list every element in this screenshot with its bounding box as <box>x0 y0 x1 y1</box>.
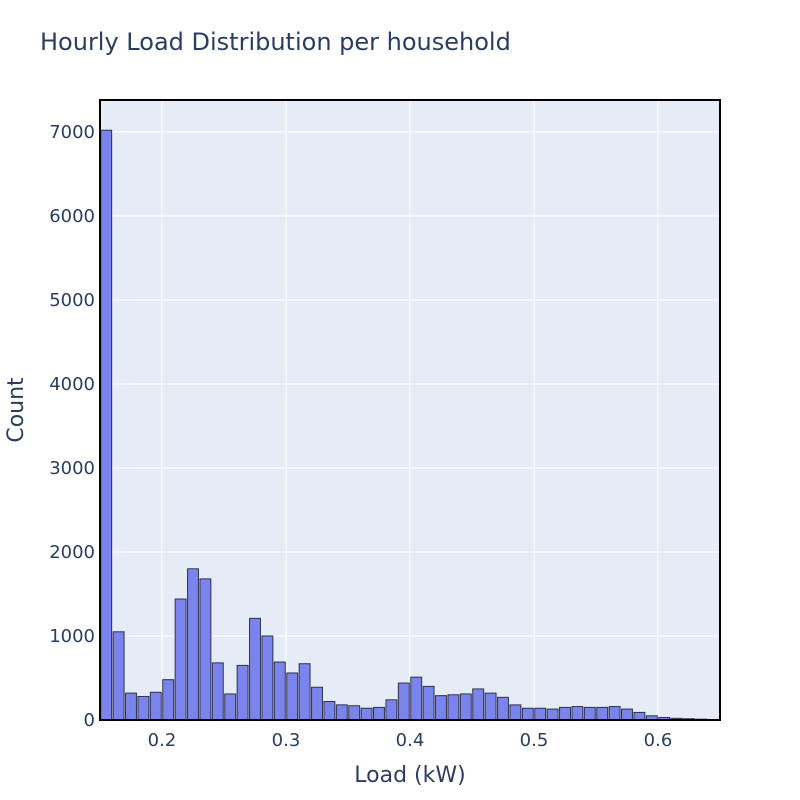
x-tick-label: 0.6 <box>644 730 673 751</box>
histogram-bar <box>459 693 472 721</box>
histogram-bar <box>410 676 423 721</box>
histogram-bar <box>335 704 348 721</box>
y-axis-ticks: 0 1000 2000 3000 4000 5000 6000 7000 <box>49 122 95 731</box>
histogram-bar <box>596 706 609 721</box>
histogram-bar <box>100 129 113 721</box>
histogram-bar <box>447 694 460 721</box>
histogram-bar <box>224 693 237 721</box>
histogram-bar <box>298 663 311 721</box>
histogram-bars <box>100 129 720 721</box>
histogram-bar <box>435 695 447 721</box>
y-tick-label: 7000 <box>49 122 95 143</box>
x-axis-title: Load (kW) <box>354 763 465 788</box>
y-tick-label: 6000 <box>49 206 95 227</box>
histogram-bar <box>583 706 596 721</box>
y-axis-title: Count <box>4 377 29 443</box>
plot-frame <box>99 99 721 721</box>
histogram-bar <box>174 598 187 721</box>
histogram-bar <box>162 679 175 721</box>
y-tick-label: 2000 <box>49 542 95 563</box>
histogram-bar <box>397 682 410 721</box>
histogram-bar <box>261 635 274 721</box>
histogram-bar <box>348 705 361 721</box>
histogram-bar <box>199 578 212 721</box>
histogram-bar <box>273 661 286 721</box>
y-tick-label: 5000 <box>49 290 95 311</box>
histogram-bar <box>422 685 435 721</box>
histogram-bar <box>559 706 571 721</box>
histogram-bar <box>149 691 162 721</box>
histogram-bar <box>608 706 621 721</box>
histogram-bar <box>236 664 249 721</box>
histogram-bar <box>249 617 261 721</box>
histogram-bar <box>484 692 497 721</box>
x-tick-label: 0.5 <box>520 730 549 751</box>
histogram-bar <box>360 707 373 721</box>
histogram-bar <box>112 631 125 721</box>
histogram-bar <box>633 711 646 721</box>
histogram-bar <box>125 692 137 721</box>
y-tick-label: 4000 <box>49 374 95 395</box>
y-tick-label: 0 <box>84 710 95 731</box>
histogram-bar <box>385 699 398 721</box>
histogram-bar <box>546 708 559 721</box>
histogram-bar <box>137 695 150 721</box>
histogram-bar <box>621 708 633 721</box>
histogram-bar <box>286 672 299 721</box>
histogram-bar <box>509 704 522 721</box>
histogram-bar <box>187 568 199 721</box>
histogram-bar <box>571 706 584 721</box>
histogram-bar <box>521 707 534 721</box>
histogram-bar <box>323 701 336 721</box>
x-tick-label: 0.3 <box>272 730 301 751</box>
histogram-bar <box>472 688 485 721</box>
histogram-bar <box>311 686 323 721</box>
histogram-bar <box>373 706 385 721</box>
histogram-bar <box>497 696 509 721</box>
histogram-bar <box>534 707 547 721</box>
y-tick-label: 3000 <box>49 458 95 479</box>
x-tick-label: 0.2 <box>148 730 177 751</box>
histogram-bar <box>211 662 224 721</box>
x-axis-ticks: 0.2 0.3 0.4 0.5 0.6 <box>148 730 673 751</box>
grid-lines <box>100 100 720 720</box>
y-tick-label: 1000 <box>49 626 95 647</box>
x-tick-label: 0.4 <box>396 730 425 751</box>
chart-title: Hourly Load Distribution per household <box>40 28 511 56</box>
